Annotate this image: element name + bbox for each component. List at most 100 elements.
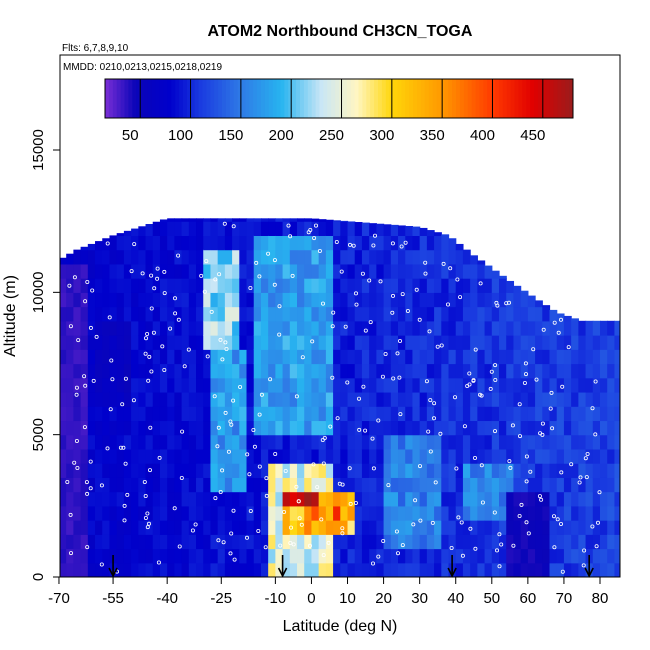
- heatmap-cell: [398, 306, 406, 322]
- heatmap-cell: [80, 306, 89, 322]
- heatmap-cell: [578, 349, 587, 365]
- heatmap-cell: [563, 315, 572, 322]
- heatmap-cell: [614, 463, 620, 478]
- heatmap-cell: [188, 448, 197, 464]
- heatmap-cell: [390, 520, 399, 535]
- heatmap-cell: [354, 222, 363, 236]
- heatmap-cell: [87, 420, 96, 436]
- heatmap-cell: [600, 377, 608, 393]
- heatmap-cell: [448, 391, 457, 407]
- colorbar-segment: [284, 79, 289, 118]
- heatmap-cell: [426, 292, 435, 308]
- heatmap-cell: [347, 391, 356, 407]
- heatmap-cell: [167, 406, 175, 422]
- heatmap-cell: [434, 420, 442, 436]
- heatmap-cell: [203, 448, 212, 464]
- sample-point: [347, 466, 352, 471]
- heatmap-cell: [347, 221, 356, 236]
- heatmap-cell: [398, 491, 406, 507]
- heatmap-cell: [499, 448, 507, 464]
- heatmap-cell: [152, 562, 161, 577]
- heatmap-cell: [448, 278, 457, 293]
- heatmap-cell: [123, 249, 132, 265]
- heatmap-cell: [455, 562, 464, 577]
- sample-point: [353, 291, 358, 296]
- sample-point: [372, 233, 377, 238]
- colorbar-segment: [401, 79, 406, 118]
- heatmap-cell: [275, 448, 284, 464]
- heatmap-cell: [131, 278, 139, 293]
- heatmap-cell: [260, 463, 269, 478]
- heatmap-cell: [224, 505, 233, 521]
- heatmap-cell: [491, 377, 500, 393]
- heatmap-cell: [138, 306, 147, 322]
- heatmap-cell: [260, 520, 269, 535]
- heatmap-cell: [311, 292, 320, 308]
- sample-point: [441, 261, 446, 266]
- heatmap-cell: [87, 363, 96, 379]
- sample-point: [492, 510, 497, 515]
- colorbar-segment: [268, 79, 274, 118]
- heatmap-cell: [448, 335, 457, 350]
- heatmap-cell: [152, 420, 161, 436]
- heatmap-cell: [563, 434, 572, 450]
- heatmap-cell: [80, 520, 89, 535]
- heatmap-cell: [304, 562, 313, 577]
- heatmap-cell: [477, 349, 486, 365]
- heatmap-cell: [571, 562, 579, 577]
- x-tick-label: 20: [375, 590, 392, 607]
- heatmap-cell: [491, 320, 500, 336]
- heatmap-cell: [260, 320, 269, 336]
- heatmap-cell: [535, 420, 543, 436]
- heatmap-cell: [145, 292, 154, 308]
- heatmap-cell: [412, 306, 421, 322]
- heatmap-cell: [419, 349, 428, 365]
- heatmap-cell: [318, 520, 327, 535]
- heatmap-cell: [441, 349, 450, 365]
- heatmap-cell: [246, 249, 255, 265]
- sample-point: [231, 398, 236, 403]
- heatmap-cell: [527, 363, 536, 379]
- heatmap-cell: [556, 420, 565, 436]
- heatmap-cell: [181, 349, 190, 365]
- heatmap-cell: [253, 562, 262, 577]
- heatmap-cell: [109, 235, 118, 251]
- heatmap-cell: [563, 505, 572, 521]
- heatmap-cell: [571, 363, 579, 379]
- heatmap-cell: [499, 349, 507, 365]
- heatmap-cell: [268, 505, 276, 521]
- sample-point: [322, 435, 327, 440]
- heatmap-cell: [297, 463, 305, 478]
- heatmap-cell: [210, 320, 219, 336]
- heatmap-cell: [203, 406, 212, 422]
- heatmap-cell: [210, 448, 219, 464]
- heatmap-cell: [405, 406, 414, 422]
- heatmap-cell: [369, 562, 377, 577]
- heatmap-cell: [398, 292, 406, 308]
- heatmap-cell: [390, 263, 399, 279]
- colorbar-segment: [409, 79, 414, 118]
- heatmap-cell: [556, 491, 565, 507]
- heatmap-cell: [297, 505, 305, 521]
- heatmap-cell: [369, 391, 377, 407]
- heatmap-cell: [159, 391, 168, 407]
- heatmap-cell: [138, 491, 147, 507]
- colorbar-segment: [545, 79, 551, 118]
- heatmap-cell: [210, 477, 219, 493]
- heatmap-cell: [318, 448, 327, 464]
- sample-point: [321, 461, 326, 466]
- heatmap-cell: [102, 249, 111, 265]
- heatmap-cell: [311, 463, 320, 478]
- heatmap-cell: [419, 505, 428, 521]
- heatmap-cell: [614, 434, 620, 450]
- heatmap-cell: [232, 306, 240, 322]
- heatmap-cell: [289, 377, 298, 393]
- heatmap-cell: [499, 463, 507, 478]
- heatmap-cell: [217, 263, 226, 279]
- heatmap-cell: [462, 320, 471, 336]
- heatmap-cell: [535, 434, 543, 450]
- heatmap-cell: [506, 505, 515, 521]
- heatmap-cell: [434, 263, 442, 279]
- heatmap-cell: [448, 292, 457, 308]
- heatmap-cell: [484, 406, 493, 422]
